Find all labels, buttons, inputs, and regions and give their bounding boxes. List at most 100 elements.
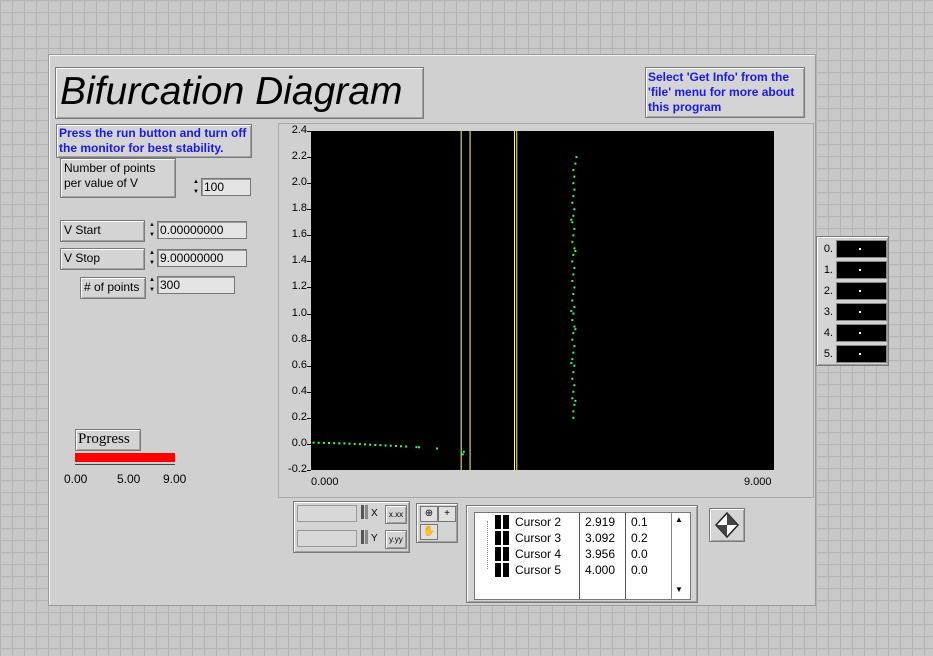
- crosshair-icon: [501, 531, 503, 545]
- x-scale-lock-icon[interactable]: X: [360, 504, 382, 521]
- legend-swatch: [836, 261, 887, 279]
- progress-scale-line: [75, 464, 175, 469]
- x-format-button[interactable]: x.xx: [385, 505, 407, 524]
- cursor-name: Cursor 2: [515, 515, 562, 529]
- data-point: [573, 345, 576, 348]
- cursor-style-icon[interactable]: [495, 531, 509, 545]
- plot-area[interactable]: [311, 131, 774, 470]
- cursor-move-button[interactable]: [709, 508, 745, 542]
- x-scale-field[interactable]: [297, 505, 357, 522]
- data-point: [572, 332, 575, 335]
- data-point: [353, 442, 356, 445]
- legend-point-icon: [859, 269, 861, 271]
- data-point: [328, 442, 331, 445]
- v-start-control: ▲ ▼ 0.00000000: [149, 221, 247, 239]
- data-point: [570, 362, 573, 365]
- zoom-icon[interactable]: ⊕: [420, 506, 438, 522]
- legend-item[interactable]: 3.: [817, 303, 887, 321]
- legend-item[interactable]: 1.: [817, 261, 887, 279]
- legend-point-icon: [859, 311, 861, 313]
- crosshair-icon: [501, 515, 503, 529]
- data-point: [573, 403, 576, 406]
- progress-tick-1: 5.00: [117, 472, 141, 486]
- cursor-style-icon[interactable]: [495, 547, 509, 561]
- cursor-row[interactable]: Cursor 2 2.919 0.1: [475, 514, 671, 530]
- cursor-style-icon[interactable]: [495, 563, 509, 577]
- v-stop-control: ▲ ▼ 9.00000000: [149, 249, 247, 267]
- num-points-spinner[interactable]: ▲ ▼: [149, 277, 155, 293]
- y-tick-mark: [307, 157, 311, 159]
- y-scale-lock-svg: Y: [361, 530, 378, 544]
- data-point: [574, 162, 577, 165]
- cursor-scroll-down[interactable]: ▼: [675, 585, 683, 594]
- data-point: [572, 312, 575, 315]
- y-scale-field[interactable]: [297, 530, 357, 547]
- plot-svg: [312, 131, 578, 470]
- v-stop-spinner[interactable]: ▲ ▼: [149, 250, 155, 266]
- y-tick-label: 1.0: [291, 306, 307, 319]
- y-tick-label: -0.2: [288, 463, 307, 475]
- data-point: [571, 319, 574, 322]
- data-point: [573, 286, 576, 289]
- cursor-scroll-up[interactable]: ▲: [675, 515, 683, 524]
- v-start-spinner[interactable]: ▲ ▼: [149, 222, 155, 238]
- crosshair-icon: [501, 563, 503, 577]
- v-start-label: V Start: [60, 220, 145, 242]
- data-point: [572, 416, 575, 419]
- v-start-field[interactable]: 0.00000000: [157, 221, 247, 239]
- legend-item[interactable]: 0.: [817, 240, 887, 258]
- cursor-y-value: 0.0: [631, 547, 648, 561]
- points-per-v-spinner[interactable]: ▲ ▼: [193, 179, 199, 195]
- data-point: [571, 299, 574, 302]
- info-note-box: Select 'Get Info' from the 'file' menu f…: [645, 67, 805, 118]
- data-point: [389, 444, 392, 447]
- y-tick-label: 2.2: [291, 150, 307, 163]
- num-points-control: ▲ ▼ 300: [149, 276, 235, 294]
- data-point: [571, 377, 574, 380]
- legend-item[interactable]: 2.: [817, 282, 887, 300]
- cursor-name: Cursor 3: [515, 531, 562, 545]
- page-title: Bifurcation Diagram: [60, 70, 403, 113]
- y-tick-mark: [307, 131, 311, 132]
- y-scale-lock-icon[interactable]: Y: [360, 529, 382, 546]
- data-point: [571, 338, 574, 341]
- cursor-row[interactable]: Cursor 3 3.092 0.2: [475, 530, 671, 546]
- progress-track: [75, 453, 175, 462]
- data-point: [369, 443, 372, 446]
- data-point: [574, 328, 577, 331]
- data-point: [573, 175, 576, 178]
- data-point: [384, 444, 387, 447]
- pan-hand-icon[interactable]: ✋: [420, 524, 438, 540]
- legend-swatch: [836, 240, 887, 258]
- num-points-field[interactable]: 300: [157, 276, 235, 294]
- progress-tick-0: 0.00: [64, 472, 88, 486]
- x-scale-lock-svg: X: [361, 505, 378, 519]
- cursor-row[interactable]: Cursor 4 3.956 0.0: [475, 546, 671, 562]
- legend-swatch: [836, 303, 887, 321]
- data-point: [572, 253, 575, 256]
- crosshair-icon[interactable]: +: [438, 506, 456, 522]
- legend-item[interactable]: 5.: [817, 345, 887, 363]
- data-point: [461, 453, 464, 456]
- y-tick-label: 0.0: [291, 436, 307, 449]
- data-point: [572, 371, 575, 374]
- y-tick-label: 1.6: [291, 228, 307, 241]
- y-tick-label: 1.4: [291, 254, 307, 267]
- run-note-text: Press the run button and turn off the mo…: [59, 126, 247, 155]
- data-point: [575, 156, 578, 159]
- cursor-style-icon[interactable]: [495, 515, 509, 529]
- progress-tick-2: 9.00: [163, 472, 187, 486]
- tree-line: [487, 521, 489, 569]
- cursor-row[interactable]: Cursor 5 4.000 0.0: [475, 562, 671, 578]
- cursor-col-divider-2: [625, 513, 626, 599]
- data-point: [572, 390, 575, 393]
- diamond-nav-icon: [714, 511, 740, 539]
- data-point: [572, 273, 575, 276]
- points-per-v-field[interactable]: 100: [201, 178, 251, 196]
- y-format-button[interactable]: y.yy: [385, 530, 407, 549]
- y-tick-mark: [307, 339, 311, 341]
- data-point: [574, 399, 577, 402]
- v-stop-field[interactable]: 9.00000000: [157, 249, 247, 267]
- data-point: [572, 182, 575, 185]
- legend-item[interactable]: 4.: [817, 324, 887, 342]
